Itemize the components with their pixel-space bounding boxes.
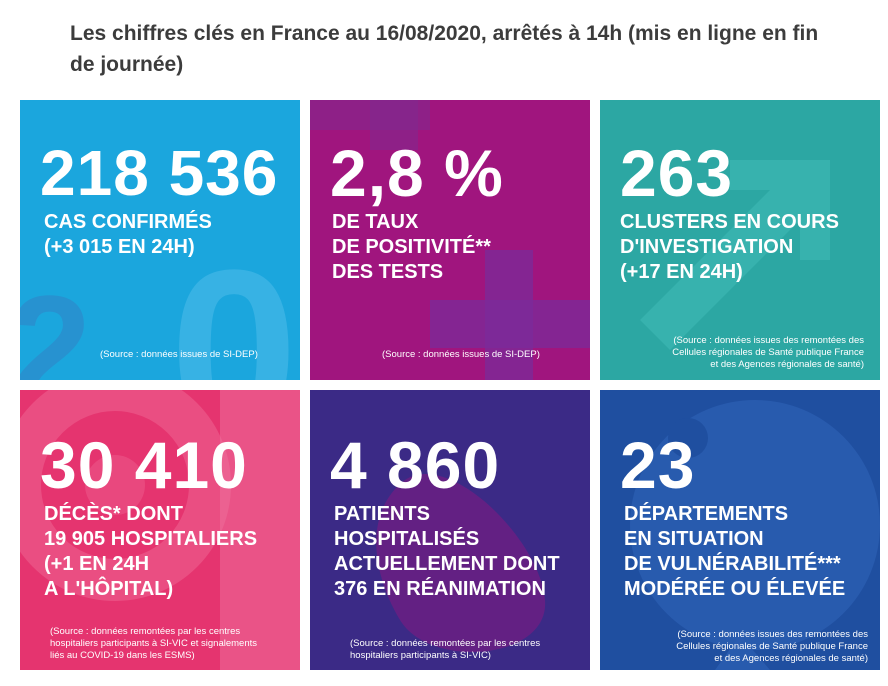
tile-background-decoration: 2 0 [20, 222, 298, 380]
confirmed-cases-label: CAS CONFIRMÉS (+3 015 EN 24H) [44, 211, 212, 258]
tile-background-decoration [640, 160, 830, 350]
tile-background-decoration [310, 100, 590, 380]
hospitalizations-label: PATIENTS HOSPITALISÉS ACTUELLEMENT DONT … [334, 503, 560, 600]
departments-source: (Source : données issues des remontées d… [676, 629, 868, 664]
clusters-source: (Source : données issues des remontées d… [672, 335, 864, 370]
page-title: Les chiffres clés en France au 16/08/202… [70, 22, 819, 76]
tile-background-decoration [376, 474, 546, 653]
hospitalizations-source: (Source : données remontées par les cent… [350, 638, 541, 661]
tile-clusters: 263 CLUSTERS EN COURS D'INVESTIGATION (+… [600, 100, 880, 380]
deaths-value: 30 410 [40, 428, 248, 502]
confirmed-cases-source: (Source : données issues de SI-DEP) [100, 349, 258, 360]
tile-background-decoration [20, 390, 300, 670]
tile-confirmed-cases: 2 0 218 536 CAS CONFIRMÉS (+3 015 EN 24H… [20, 100, 300, 380]
positivity-rate-label: DE TAUX DE POSITIVITÉ** DES TESTS [332, 211, 491, 283]
tile-background-decoration [630, 400, 880, 670]
positivity-rate-source: (Source : données issues de SI-DEP) [382, 349, 540, 360]
tile-departments: 23 DÉPARTEMENTS EN SITUATION DE VULNÉRAB… [600, 390, 880, 670]
hospitalizations-value: 4 860 [330, 428, 501, 502]
tile-deaths: 30 410 DÉCÈS* DONT 19 905 HOSPITALIERS (… [20, 390, 300, 670]
departments-value: 23 [620, 428, 696, 502]
clusters-value: 263 [620, 136, 734, 210]
tile-positivity-rate: 2,8 % DE TAUX DE POSITIVITÉ** DES TESTS … [310, 100, 590, 380]
positivity-rate-value: 2,8 % [330, 136, 504, 210]
departments-label: DÉPARTEMENTS EN SITUATION DE VULNÉRABILI… [624, 503, 846, 600]
clusters-label: CLUSTERS EN COURS D'INVESTIGATION (+17 E… [620, 211, 839, 283]
svg-text:2: 2 [20, 264, 91, 380]
deaths-label: DÉCÈS* DONT 19 905 HOSPITALIERS (+1 EN 2… [44, 503, 258, 600]
deaths-source: (Source : données remontées par les cent… [50, 626, 257, 661]
svg-text:0: 0 [170, 222, 298, 380]
tile-hospitalizations: 4 860 PATIENTS HOSPITALISÉS ACTUELLEMENT… [310, 390, 590, 670]
confirmed-cases-value: 218 536 [40, 137, 279, 209]
